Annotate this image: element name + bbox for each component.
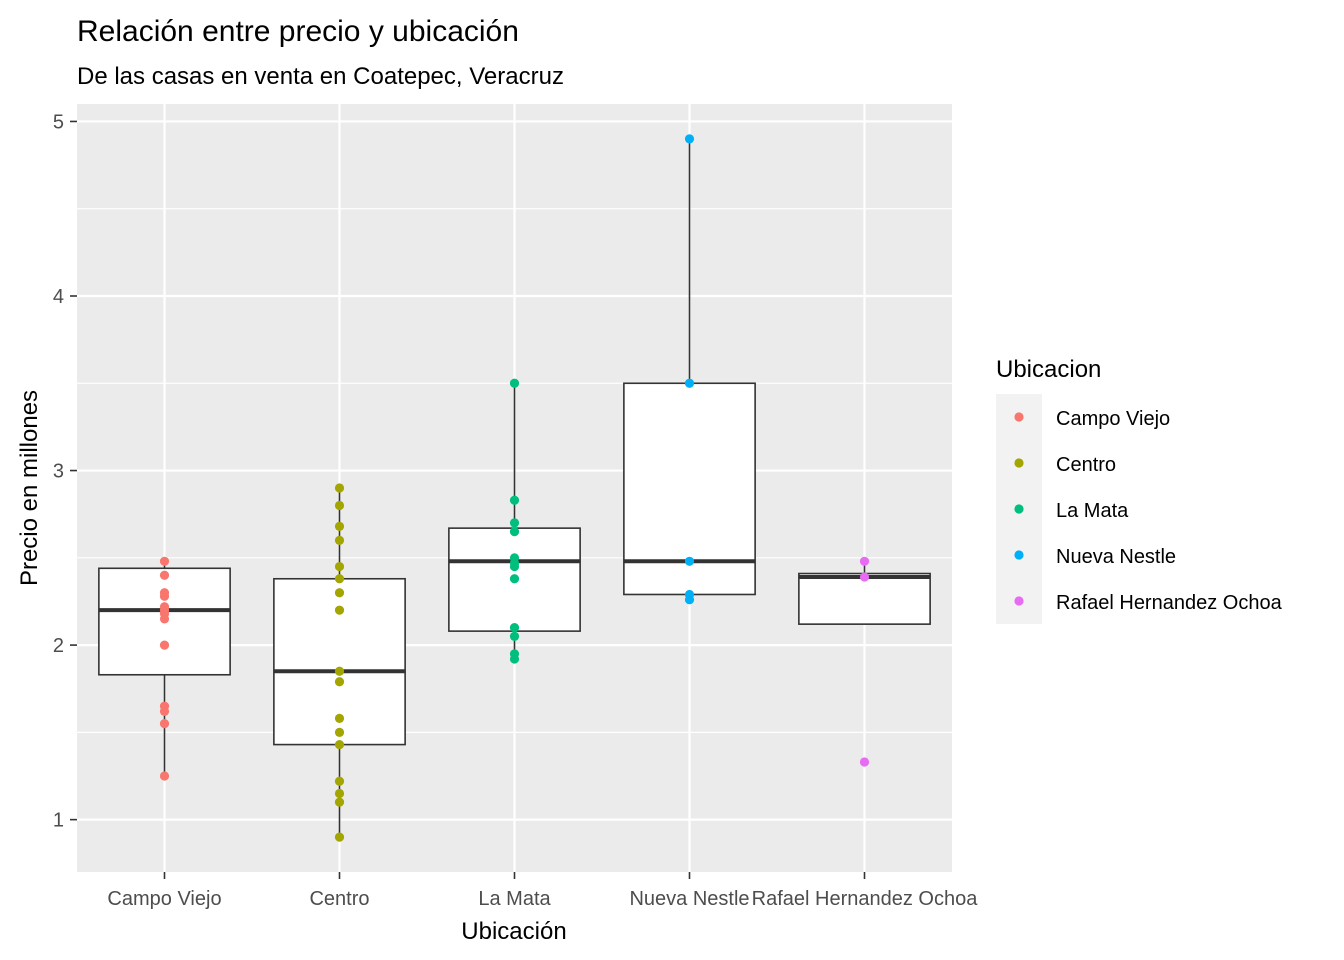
y-tick-label: 5 [53,111,64,133]
data-point [159,556,170,566]
legend-label: Centro [1056,454,1116,476]
legend-title: Ubicacion [996,356,1101,383]
data-point [159,591,170,601]
data-point [334,588,345,598]
data-point [334,605,345,615]
x-tick-label: La Mata [478,888,551,910]
data-point [509,527,520,537]
chart-subtitle: De las casas en venta en Coatepec, Verac… [77,63,564,90]
data-point [684,556,695,566]
x-tick-label: Nueva Nestle [629,888,749,910]
data-point [509,378,520,388]
data-point [334,666,345,676]
y-axis: 1 2 3 4 5 [53,111,77,832]
y-axis-title: Precio en millones [16,390,43,586]
data-point [859,757,870,767]
data-point [334,521,345,532]
legend-key [1014,596,1024,606]
x-tick-label: Campo Viejo [107,888,221,910]
data-point [334,574,345,584]
data-point [334,677,345,687]
legend-label: Campo Viejo [1056,408,1170,430]
data-point [334,500,345,511]
data-point [684,378,695,388]
data-point [509,631,520,641]
data-points [159,134,870,842]
y-tick-label: 3 [53,461,64,483]
data-point [509,518,520,528]
data-point [334,535,345,545]
data-point [859,572,870,582]
data-point [509,495,520,505]
data-point [159,706,170,717]
y-tick-label: 1 [53,810,64,832]
data-point [334,739,345,750]
x-tick-label: Rafael Hernandez Ochoa [752,888,979,910]
y-tick-label: 4 [53,286,64,308]
x-axis-title: Ubicación [461,918,566,945]
data-point [334,713,345,724]
legend-items: Campo Viejo Centro La Mata Nueva Nestle Rafa… [996,394,1283,624]
data-point [334,561,345,572]
legend-key [1014,504,1024,514]
data-point [159,640,170,650]
legend: Ubicacion Campo Viejo Centro La Mata Nueva … [996,356,1283,624]
data-point [684,134,695,144]
data-point [509,623,520,633]
data-point [859,556,870,566]
data-point [334,727,345,737]
data-point [509,574,520,584]
legend-key [1014,458,1024,468]
data-point [334,776,345,786]
data-point [334,788,345,799]
x-tick-label: Centro [309,888,369,910]
legend-key [1014,550,1024,560]
y-tick-label: 2 [53,635,64,657]
data-point [159,614,170,624]
data-point [684,595,695,605]
chart-title: Relación entre precio y ubicación [77,15,519,48]
data-point [334,832,345,842]
data-point [334,797,345,807]
box [798,572,931,625]
legend-label: La Mata [1056,500,1129,522]
legend-label: Nueva Nestle [1056,546,1176,568]
data-point [509,654,520,664]
legend-label: Rafael Hernandez Ochoa [1056,592,1283,614]
boxplots [98,138,931,838]
data-point [334,483,345,493]
data-point [159,570,170,580]
data-point [509,561,520,572]
x-axis: Campo Viejo Centro La Mata Nueva Nestle Rafa… [107,872,978,910]
data-point [159,719,170,729]
data-point [159,771,170,781]
legend-key [1014,412,1024,422]
